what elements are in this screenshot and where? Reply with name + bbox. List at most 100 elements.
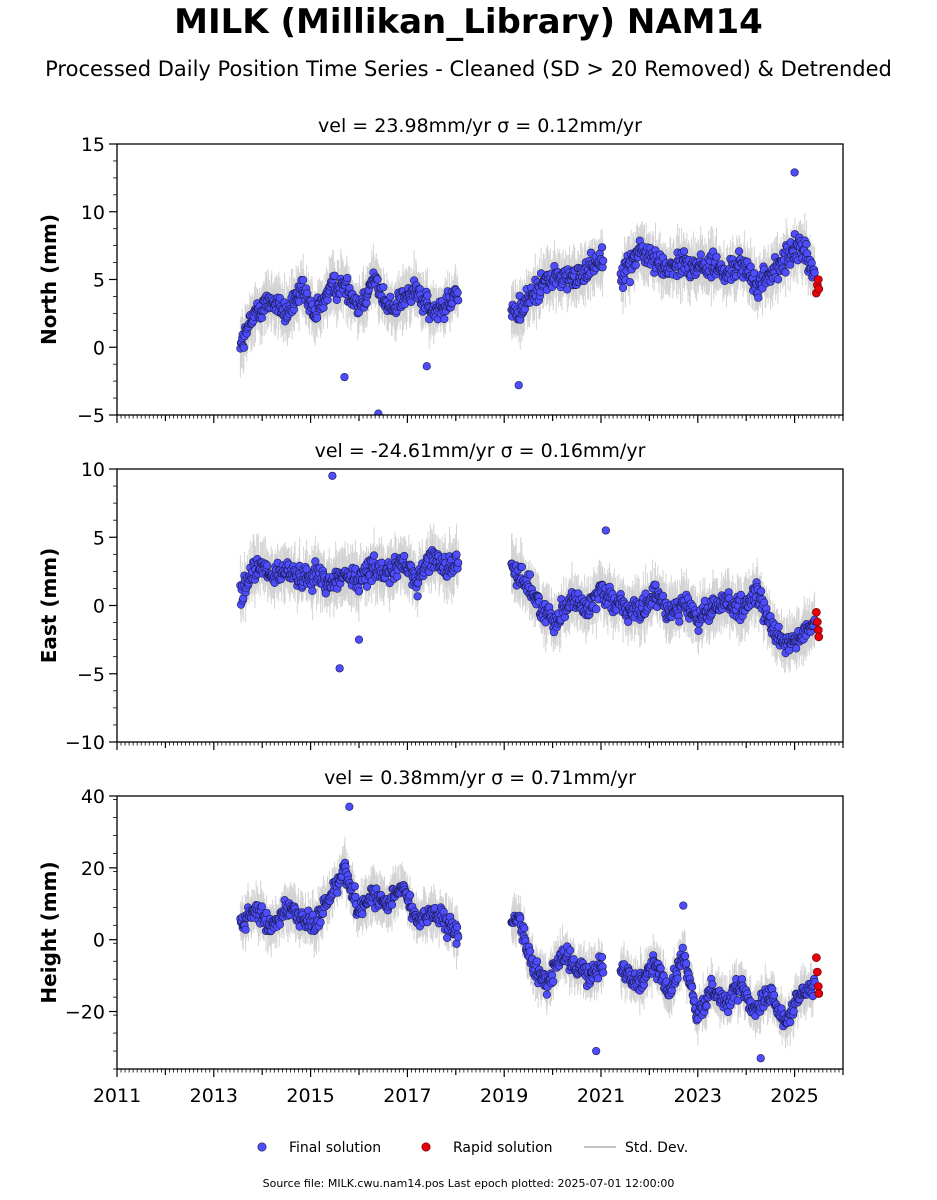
final-solution-points (236, 471, 819, 673)
final-solution-points (236, 168, 819, 415)
final-solution-point (373, 275, 382, 284)
final-solution-point (757, 587, 766, 596)
final-solution-point (453, 288, 462, 297)
final-solution-point (386, 292, 395, 301)
plot-area (236, 802, 824, 1063)
final-solution-point (746, 262, 755, 271)
plot-area (236, 168, 824, 415)
final-solution-point (303, 289, 312, 298)
final-solution-point (354, 635, 364, 644)
final-solution-point (263, 561, 272, 570)
y-tick-label: 0 (93, 337, 105, 359)
final-solution-point (335, 664, 344, 673)
panel-north: −5 0 5 10 15 vel = 23.98mm/yr σ = 0.12mm/yr No… (37, 115, 844, 427)
final-solution-point (694, 626, 703, 636)
rapid-solution-point (814, 632, 824, 642)
final-solution-point (241, 925, 250, 934)
final-solution-point (790, 168, 799, 177)
rapid-solution-points (812, 275, 824, 298)
final-solution-point (810, 268, 819, 277)
rapid-solution-points (812, 608, 824, 642)
final-solution-point (422, 362, 431, 371)
final-solution-point (514, 381, 523, 390)
final-solution-point (624, 617, 633, 627)
rapid-solution-point (814, 284, 824, 294)
final-solution-point (328, 471, 337, 480)
final-solution-point (781, 268, 790, 277)
final-solution-point (299, 276, 308, 285)
final-solution-point (354, 587, 364, 596)
final-solution-point (318, 909, 328, 918)
panel-title: vel = -24.61mm/yr σ = 0.16mm/yr (315, 440, 646, 462)
final-solution-point (400, 551, 409, 561)
final-solution-point (369, 551, 379, 560)
final-solution-point (773, 275, 783, 284)
y-tick-label: 0 (93, 596, 105, 618)
final-solution-point (239, 343, 248, 352)
panel-east: −10 −5 0 5 10 vel = -24.61mm/yr σ = 0.16mm/yr… (37, 440, 844, 754)
panel-title: vel = 23.98mm/yr σ = 0.12mm/yr (318, 115, 642, 137)
final-solution-point (625, 278, 635, 287)
y-axis-label: East (mm) (37, 548, 61, 664)
final-solution-point (599, 256, 608, 265)
final-solution-point (631, 261, 640, 270)
final-solution-point (308, 586, 317, 596)
final-solution-point (736, 590, 746, 600)
y-tick-label: 5 (93, 270, 105, 292)
final-solution-point (275, 920, 285, 929)
plot-area (236, 471, 824, 673)
final-solution-point (313, 313, 322, 323)
final-solution-point (343, 273, 352, 283)
final-solution-point (374, 409, 383, 415)
final-solution-point (454, 296, 463, 305)
final-solution-point (791, 644, 801, 653)
final-solution-point (696, 250, 705, 259)
final-solution-point (675, 617, 684, 626)
rapid-solution-point (814, 275, 823, 284)
y-tick-label: 10 (81, 459, 105, 481)
final-solution-point (423, 291, 432, 300)
y-tick-label: 5 (93, 527, 105, 549)
final-solution-point (712, 252, 721, 261)
final-solution-point (774, 622, 783, 632)
final-solution-point (679, 247, 689, 256)
final-solution-point (413, 592, 422, 601)
final-solution-point (393, 572, 402, 581)
final-solution-point (651, 580, 660, 589)
final-solution-point (592, 604, 601, 614)
y-axis-label: North (mm) (37, 214, 61, 345)
y-tick-label: 15 (81, 134, 105, 156)
final-solution-point (440, 314, 449, 324)
final-solution-point (601, 526, 610, 535)
final-solution-point (563, 285, 572, 294)
y-tick-label: −5 (77, 405, 105, 427)
final-solution-point (525, 570, 535, 579)
final-solution-point (257, 902, 267, 911)
final-solution-point (262, 908, 271, 917)
final-solution-point (597, 243, 607, 252)
final-solution-point (786, 260, 795, 269)
rapid-solution-point (813, 617, 822, 627)
y-tick-label: 10 (81, 202, 105, 224)
final-solution-point (362, 582, 372, 591)
final-solution-point (802, 239, 811, 249)
final-solution-point (734, 247, 744, 256)
final-solution-point (379, 283, 388, 292)
final-solution-point (316, 918, 325, 927)
final-solution-point (311, 557, 320, 566)
final-solution-point (517, 562, 527, 572)
final-solution-point (340, 372, 349, 382)
final-solution-point (257, 313, 267, 323)
y-tick-label: −10 (65, 732, 105, 754)
page-subtitle: Processed Daily Position Time Series - C… (45, 57, 892, 81)
final-solution-point (754, 293, 763, 302)
page-title: MILK (Millikan_Library) NAM14 (174, 2, 763, 42)
panel-height: 2011 2013 2015 2017 2019 2021 2023 2025−2002040… (37, 767, 844, 1107)
final-solution-point (454, 558, 463, 567)
final-solution-points (236, 802, 819, 1063)
final-solution-point (618, 283, 628, 293)
rapid-solution-point (812, 608, 821, 617)
y-tick-label: −5 (77, 664, 105, 686)
final-solution-point (658, 591, 668, 601)
